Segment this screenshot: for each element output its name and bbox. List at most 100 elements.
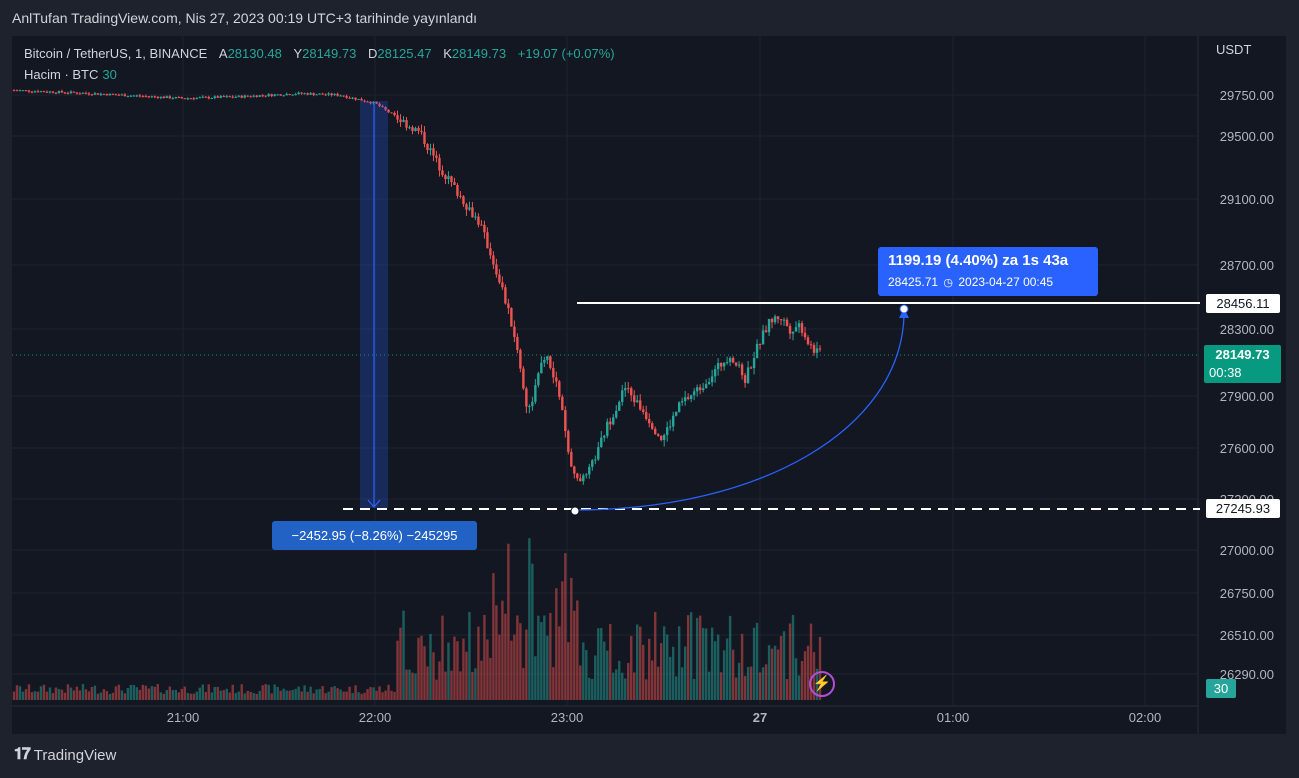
volume-bar bbox=[408, 669, 411, 700]
candle-body bbox=[54, 92, 58, 94]
candle-body bbox=[689, 395, 693, 399]
volume-bar bbox=[255, 693, 258, 700]
volume-bar bbox=[501, 600, 504, 700]
volume-bar bbox=[591, 678, 594, 700]
candle-body bbox=[815, 348, 819, 353]
volume-bar bbox=[719, 672, 723, 700]
volume-bar bbox=[312, 693, 315, 700]
volume-bar bbox=[144, 685, 148, 700]
candle-body bbox=[612, 417, 615, 425]
candle-body bbox=[105, 94, 109, 96]
volume-bar bbox=[731, 649, 735, 700]
volume-bar bbox=[662, 626, 666, 700]
volume-bar bbox=[57, 689, 61, 700]
volume-bar bbox=[261, 685, 264, 700]
candle-body bbox=[198, 97, 201, 99]
volume-bar bbox=[728, 615, 732, 700]
volume-bar bbox=[477, 626, 480, 700]
volume-bar bbox=[243, 693, 246, 700]
volume-bar bbox=[701, 627, 705, 700]
candle-body bbox=[312, 93, 315, 95]
candle-body bbox=[450, 176, 453, 183]
volume-bar bbox=[444, 671, 447, 700]
volume-bar bbox=[725, 638, 729, 700]
candle-body bbox=[165, 96, 169, 99]
candle-body bbox=[132, 95, 136, 97]
volume-bar bbox=[81, 684, 85, 700]
volume-bar bbox=[800, 661, 804, 700]
volume-bar bbox=[570, 577, 573, 700]
candle-body bbox=[147, 96, 151, 98]
candle-body bbox=[618, 401, 621, 411]
candle-body bbox=[69, 91, 73, 94]
candle-body bbox=[668, 426, 672, 428]
volume-bar bbox=[752, 627, 756, 700]
volume-bar bbox=[459, 671, 462, 700]
candle-body bbox=[375, 101, 378, 104]
candle-body bbox=[549, 356, 552, 368]
candle-body bbox=[324, 94, 327, 96]
volume-bar bbox=[117, 684, 121, 700]
chart-panel[interactable] bbox=[12, 36, 1286, 734]
candle-body bbox=[662, 434, 666, 441]
candle-body bbox=[534, 385, 537, 402]
candle-body bbox=[477, 216, 480, 225]
volume-bar bbox=[710, 627, 714, 700]
footer-brand[interactable]: 𝟏𝟕 TradingView bbox=[14, 746, 116, 764]
candle-body bbox=[818, 348, 822, 350]
candle-body bbox=[270, 94, 273, 97]
measure-down-label[interactable]: −2452.95 (−8.26%) −245295 bbox=[272, 521, 477, 550]
candle-body bbox=[543, 359, 546, 363]
candle-body bbox=[510, 308, 513, 327]
volume-bar bbox=[204, 691, 207, 700]
candle-body bbox=[225, 96, 228, 98]
volume-bar bbox=[54, 687, 58, 700]
volume-bar bbox=[716, 634, 720, 700]
candle-body bbox=[707, 382, 711, 385]
candle-body bbox=[81, 92, 85, 94]
candle-body bbox=[435, 155, 438, 158]
candle-body bbox=[468, 207, 471, 210]
candle-body bbox=[731, 357, 735, 363]
candle-body bbox=[636, 400, 639, 403]
volume-bar bbox=[210, 692, 213, 700]
volume-bar bbox=[474, 668, 477, 700]
close-key: K bbox=[443, 46, 452, 61]
volume-bar bbox=[767, 645, 771, 700]
candle-body bbox=[27, 90, 31, 92]
candle-body bbox=[171, 98, 175, 100]
volume-bar bbox=[78, 690, 82, 700]
lightning-icon[interactable]: ⚡ bbox=[809, 671, 835, 697]
volume-bar bbox=[324, 693, 327, 700]
grid bbox=[12, 36, 1199, 734]
candle-body bbox=[129, 95, 133, 97]
candle-body bbox=[728, 357, 732, 363]
volume-bar bbox=[183, 686, 186, 700]
candle-body bbox=[680, 401, 684, 403]
candle-body bbox=[93, 93, 97, 95]
candle-body bbox=[579, 478, 582, 482]
candle-body bbox=[18, 90, 22, 92]
volume-bar bbox=[318, 689, 321, 700]
candle-body bbox=[285, 94, 288, 96]
measure-up-label[interactable]: 1199.19 (4.40%) za 1s 43a 28425.71 ◷ 202… bbox=[878, 247, 1098, 296]
candle-body bbox=[303, 93, 306, 95]
candle-body bbox=[264, 95, 267, 97]
volume-bar bbox=[465, 651, 468, 700]
candle-body bbox=[615, 410, 618, 418]
candle-body bbox=[573, 466, 576, 474]
price-tick-label: 28300.00 bbox=[1220, 322, 1274, 337]
volume-badge: 30 bbox=[1206, 679, 1236, 698]
volume-bar bbox=[528, 538, 531, 700]
volume-bar bbox=[420, 635, 423, 700]
candle-body bbox=[114, 94, 118, 96]
volume-bar bbox=[549, 612, 552, 700]
candle-body bbox=[75, 92, 79, 94]
candle-body bbox=[465, 204, 468, 210]
candle-body bbox=[507, 303, 510, 309]
volume-bar bbox=[147, 688, 151, 700]
candle-body bbox=[654, 428, 657, 434]
candle-body bbox=[441, 170, 444, 176]
price-tick-label: 27600.00 bbox=[1220, 441, 1274, 456]
